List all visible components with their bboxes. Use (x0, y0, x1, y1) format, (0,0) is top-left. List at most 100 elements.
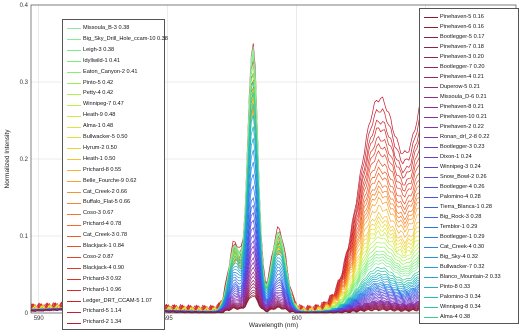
legend-label: Cat_Creek-3 0.78 (83, 232, 128, 239)
legend-swatch (424, 57, 438, 58)
legend-swatch (67, 246, 81, 248)
legend-swatch (424, 297, 438, 298)
legend-swatch (67, 257, 81, 259)
legend-entry: Duperow-5 0.21 (420, 82, 518, 92)
legend-label: Temblor-1 0.29 (440, 224, 478, 230)
legend-label: Pinto-5 0.42 (83, 79, 114, 86)
legend-label: Big_Rock-3 0.28 (440, 214, 482, 220)
legend-label: Hyrum-2 0.50 (83, 144, 117, 151)
legend-swatch (67, 170, 81, 172)
legend-swatch (67, 72, 81, 74)
legend-left: Missoula_B-3 0.38 Big_Sky_Drill_Hole_ccam… (62, 19, 168, 330)
legend-swatch (424, 177, 438, 178)
legend-label: Dixon-1 0.24 (440, 154, 472, 160)
legend-swatch (67, 322, 81, 324)
legend-entry: Winnipeg-7 0.47 (63, 99, 164, 110)
legend-entry: Prichard-5 1.14 (63, 306, 164, 317)
legend-swatch (67, 202, 81, 204)
legend-swatch (67, 181, 81, 183)
legend-swatch (67, 137, 81, 139)
legend-label: Prichard-5 1.14 (83, 308, 122, 315)
legend-swatch (67, 279, 81, 281)
legend-entry: Prichard-1 0.96 (63, 285, 164, 296)
legend-entry: Pinehaven-10 0.21 (420, 112, 518, 122)
legend-label: Tierra_Blanca-1 0.28 (440, 204, 493, 210)
legend-label: Bootlegger-5 0.17 (440, 34, 485, 40)
legend-swatch (67, 28, 81, 30)
legend-label: Pinehaven-7 0.18 (440, 44, 484, 50)
legend-swatch (424, 47, 438, 48)
legend-label: Winnipeg-7 0.47 (83, 101, 124, 108)
legend-right: Pinehaven-5 0.16 Pinehaven-6 0.16 Bootlegg… (419, 8, 519, 324)
legend-entry: Pinehaven-6 0.16 (420, 22, 518, 32)
legend-swatch (424, 137, 438, 138)
legend-label: Ronan_drl_2-8 0.22 (440, 134, 490, 140)
legend-entry: Cat_Creek-3 0.78 (63, 230, 164, 241)
legend-entry: Pinto-8 0.33 (420, 282, 518, 292)
legend-entry: Big_Sky-4 0.32 (420, 252, 518, 262)
legend-label: Bootlegger-3 0.23 (440, 144, 485, 150)
legend-label: Pinehaven-2 0.22 (440, 124, 484, 130)
legend-swatch (67, 159, 81, 161)
legend-swatch (67, 115, 81, 117)
legend-label: Coso-2 0.87 (83, 253, 114, 260)
legend-entry: Bullwacker-7 0.32 (420, 262, 518, 272)
legend-entry: Cat_Creek-4 0.30 (420, 242, 518, 252)
legend-swatch (424, 67, 438, 68)
legend-entry: Bootlegger-5 0.17 (420, 32, 518, 42)
legend-entry: Pinehaven-3 0.20 (420, 52, 518, 62)
legend-label: Blackjack-1 0.84 (83, 243, 125, 249)
legend-label: Pinto-8 0.33 (440, 284, 471, 290)
legend-entry: Idyllwild-1 0.41 (63, 56, 164, 67)
legend-swatch (67, 191, 81, 193)
legend-label: Prichard-4 0.78 (83, 221, 122, 228)
legend-label: Bullwacker-5 0.50 (83, 134, 128, 140)
legend-label: Big_Sky_Drill_Hole_ccam-10 0.38 (83, 35, 168, 42)
legend-label: Bullwacker-7 0.32 (440, 264, 485, 270)
legend-entry: Heath-1 0.50 (63, 154, 164, 165)
legend-swatch (67, 268, 81, 270)
legend-label: Idyllwild-1 0.41 (83, 57, 120, 64)
legend-swatch (424, 217, 438, 218)
legend-label: Alma-1 0.48 (83, 123, 114, 130)
legend-swatch (67, 61, 81, 63)
legend-entry: Tierra_Blanca-1 0.28 (420, 202, 518, 212)
legend-label: Petty-4 0.42 (83, 90, 114, 97)
legend-label: Pinehaven-4 0.21 (440, 74, 484, 80)
legend-entry: Pinehaven-2 0.22 (420, 122, 518, 132)
y-tick-label: 0.4 (20, 3, 29, 9)
legend-swatch (424, 287, 438, 288)
legend-entry: Bootlegger-3 0.23 (420, 142, 518, 152)
legend-swatch (424, 97, 438, 98)
legend-label: Winnipeg-8 0.34 (440, 304, 481, 310)
legend-swatch (424, 237, 438, 238)
y-axis-label: Normalized Intensity (4, 129, 11, 189)
legend-entry: Winnipeg-8 0.34 (420, 302, 518, 312)
legend-label: Pinehaven-8 0.21 (440, 104, 484, 110)
legend-label: Ledger_DRT_CCAM-5 1.07 (83, 297, 152, 304)
legend-label: Duperow-5 0.21 (440, 84, 480, 90)
legend-label: Prichard-8 0.55 (83, 166, 122, 173)
legend-swatch (67, 213, 81, 215)
legend-swatch (424, 127, 438, 128)
legend-entry: Palomino-4 0.28 (420, 192, 518, 202)
legend-entry: Petty-4 0.42 (63, 88, 164, 99)
legend-entry: Prichard-3 0.92 (63, 274, 164, 285)
legend-entry: Temblor-1 0.29 (420, 222, 518, 232)
legend-swatch (67, 50, 81, 52)
legend-swatch (424, 167, 438, 168)
legend-entry: Missoula_D-6 0.21 (420, 92, 518, 102)
legend-swatch (424, 267, 438, 268)
legend-entry: Snow_Bowl-2 0.26 (420, 172, 518, 182)
legend-label: Pinehaven-5 0.16 (440, 14, 484, 20)
legend-entry: Bootlegger-1 0.29 (420, 232, 518, 242)
legend-entry: Pinehaven-4 0.21 (420, 72, 518, 82)
legend-entry: Belle_Fourche-9 0.62 (63, 176, 164, 187)
legend-swatch (67, 126, 81, 128)
legend-swatch (424, 77, 438, 78)
legend-swatch (424, 277, 438, 278)
legend-label: Cat_Creek-2 0.66 (83, 188, 128, 195)
legend-swatch (67, 300, 81, 302)
legend-entry: Pinehaven-8 0.21 (420, 102, 518, 112)
legend-entry: Buffalo_Flat-5 0.66 (63, 197, 164, 208)
